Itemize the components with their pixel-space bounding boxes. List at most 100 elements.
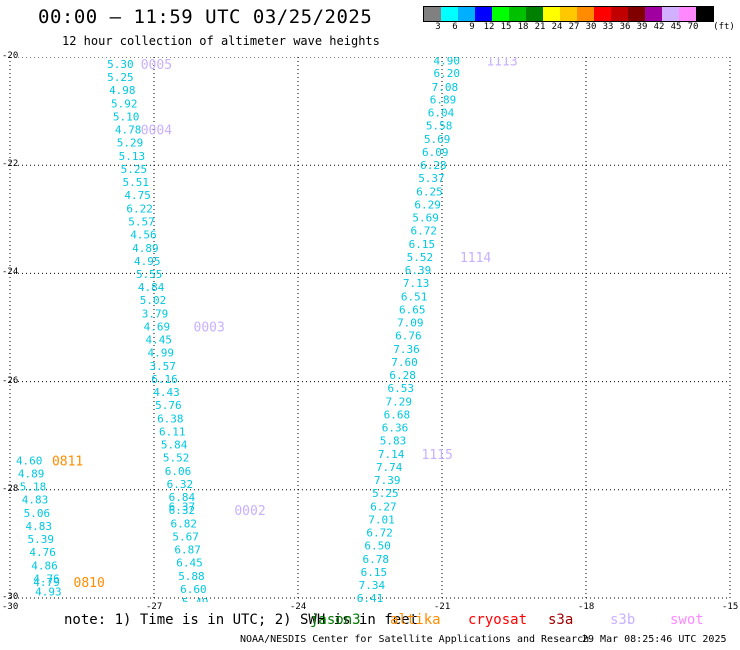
wave-height-value: 6.15 <box>361 566 388 579</box>
legend-tick-label: 15 <box>500 22 512 32</box>
legend-tick-label: 33 <box>602 22 614 32</box>
wave-height-value: 7.29 <box>386 396 413 409</box>
legend-swatch <box>628 7 645 21</box>
wave-height-value: 4.60 <box>16 455 43 468</box>
wave-height-value: 5.25 <box>372 487 399 500</box>
wave-height-value: 4.86 <box>31 560 58 573</box>
wave-height-marks: 5.305.254.985.925.104.785.295.135.255.51… <box>16 57 460 602</box>
wave-height-value: 4.43 <box>153 386 180 399</box>
wave-height-value: 5.69 <box>424 133 451 146</box>
wave-height-value: 6.36 <box>382 422 409 435</box>
wave-height-value: 5.29 <box>117 136 144 149</box>
wave-height-value: 6.41 <box>357 592 384 602</box>
legend-swatch <box>526 7 543 21</box>
wave-height-value: 6.16 <box>151 373 178 386</box>
wave-height-value: 5.51 <box>123 176 150 189</box>
wave-height-value: 5.84 <box>161 438 188 451</box>
lon-tick-label: -21 <box>434 602 451 612</box>
legend-swatch <box>475 7 492 21</box>
wave-height-value: 6.15 <box>409 238 436 251</box>
wave-height-value: 6.20 <box>434 67 461 80</box>
wave-height-value: 4.76 <box>29 546 56 559</box>
legend-swatch <box>458 7 475 21</box>
wave-height-value: 5.67 <box>172 530 199 543</box>
legend-tick-label: 27 <box>568 22 580 32</box>
lat-tick-label: -22 <box>2 159 19 170</box>
pass-time-label: 1114 <box>460 251 491 266</box>
wave-height-value: 5.49 <box>182 596 209 602</box>
legend-tick-label: 12 <box>483 22 495 32</box>
wave-height-value: 6.68 <box>384 409 411 422</box>
wave-height-value: 5.69 <box>412 212 439 225</box>
legend-swatch <box>560 7 577 21</box>
wave-height-value: 4.76 <box>33 573 60 586</box>
wave-height-value: 5.39 <box>27 533 54 546</box>
lat-tick-label: -26 <box>2 375 19 386</box>
pass-time-labels: 0005 0004 0003 0002 0811 0810 1113 1114 1115 <box>52 57 518 591</box>
wave-height-value: 4.90 <box>434 57 461 67</box>
wave-height-value: 6.32 <box>167 478 194 491</box>
legend-swatch <box>577 7 594 21</box>
legend-swatch <box>679 7 696 21</box>
wave-height-value: 4.56 <box>130 228 157 241</box>
mission-name-s3b: s3b <box>610 612 636 628</box>
wave-height-value: 6.39 <box>405 264 432 277</box>
wave-height-value: 5.25 <box>121 163 148 176</box>
mission-name-altika: altika <box>390 612 441 628</box>
wave-height-value: 5.06 <box>24 507 51 520</box>
wave-height-value: 7.39 <box>374 474 401 487</box>
wave-height-value: 4.95 <box>134 255 161 268</box>
lat-tick-label: -30 <box>2 592 19 602</box>
legend-unit: (ft) <box>713 22 735 32</box>
wave-height-value: 6.50 <box>364 540 391 553</box>
wave-height-value: 5.37 <box>418 172 445 185</box>
wave-height-value: 6.72 <box>366 527 393 540</box>
legend-swatch <box>645 7 662 21</box>
page-subtitle: 12 hour collection of altimeter wave hei… <box>62 34 380 48</box>
wave-height-value: 3.79 <box>142 307 169 320</box>
wave-height-value: 4.84 <box>138 281 165 294</box>
wave-height-value: 4.89 <box>18 468 45 481</box>
wave-height-value: 5.57 <box>128 215 155 228</box>
legend-swatch <box>509 7 526 21</box>
wave-height-value: 6.84 <box>169 491 196 504</box>
pass-time-label: 0003 <box>194 320 225 335</box>
wave-height-value: 5.52 <box>163 451 190 464</box>
legend-tick-label: 45 <box>670 22 682 32</box>
legend-swatch <box>424 7 441 21</box>
wave-height-value: 6.25 <box>416 186 443 199</box>
mission-name-cryosat: cryosat <box>468 612 528 628</box>
pass-time-label: 0004 <box>141 123 172 138</box>
wave-height-value: 5.83 <box>380 435 407 448</box>
wave-height-value: 5.02 <box>140 294 167 307</box>
wave-height-value: 4.99 <box>147 346 174 359</box>
wave-height-value: 6.76 <box>395 330 422 343</box>
legend-tick-label: 18 <box>517 22 529 32</box>
wave-height-value: 6.22 <box>126 202 153 215</box>
legend-tick-label: 3 <box>435 22 441 32</box>
legend-swatch <box>543 7 560 21</box>
wave-height-map: 5.305.254.985.925.104.785.295.135.255.51… <box>9 57 731 602</box>
legend-tick-label: 21 <box>534 22 546 32</box>
wave-height-value: 7.36 <box>393 343 420 356</box>
legend-tick-label: 42 <box>653 22 665 32</box>
wave-height-value: 6.09 <box>422 146 449 159</box>
legend-swatch <box>441 7 458 21</box>
wave-height-value: 7.74 <box>376 461 403 474</box>
wave-height-value: 6.53 <box>387 382 414 395</box>
legend-tick-label: 70 <box>687 22 699 32</box>
map-grid <box>9 57 731 599</box>
pass-time-label: 0811 <box>52 455 83 470</box>
legend-tick-label: 24 <box>551 22 563 32</box>
legend-swatch <box>594 7 611 21</box>
wave-height-value: 5.76 <box>155 399 182 412</box>
wave-height-value: 6.27 <box>370 501 397 514</box>
wave-height-value: 6.38 <box>157 412 184 425</box>
wave-height-value: 4.75 <box>124 189 151 202</box>
page-title: 00:00 – 11:59 UTC 03/25/2025 <box>38 6 373 28</box>
pass-time-label: 0002 <box>234 504 265 519</box>
note-text: note: 1) Time is in UTC; 2) SWH is in fe… <box>64 612 419 628</box>
wave-height-value: 7.13 <box>403 277 430 290</box>
wave-height-value: 6.04 <box>428 107 455 120</box>
legend-tick-label: 30 <box>585 22 597 32</box>
